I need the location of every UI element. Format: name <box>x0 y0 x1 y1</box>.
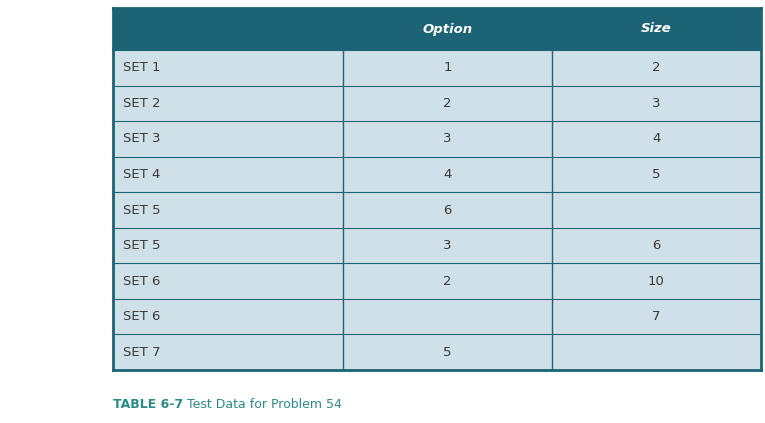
Bar <box>113 228 761 264</box>
Text: SET 1: SET 1 <box>123 61 161 74</box>
Text: 7: 7 <box>652 310 661 323</box>
Text: SET 5: SET 5 <box>123 239 161 252</box>
Bar <box>113 192 761 228</box>
Text: SET 6: SET 6 <box>123 310 161 323</box>
Text: 6: 6 <box>652 239 660 252</box>
Text: 5: 5 <box>443 346 451 359</box>
Text: Test Data for Problem 54: Test Data for Problem 54 <box>175 398 342 411</box>
Text: SET 6: SET 6 <box>123 275 161 288</box>
Text: SET 5: SET 5 <box>123 203 161 217</box>
Text: SET 7: SET 7 <box>123 346 161 359</box>
Text: 10: 10 <box>648 275 665 288</box>
Text: 2: 2 <box>652 61 661 74</box>
Text: SET 4: SET 4 <box>123 168 161 181</box>
Text: 2: 2 <box>443 97 451 110</box>
Text: 4: 4 <box>652 132 660 146</box>
Bar <box>113 85 761 121</box>
Bar <box>113 264 761 299</box>
Text: Option: Option <box>422 22 473 36</box>
Text: 2: 2 <box>443 275 451 288</box>
Text: 3: 3 <box>443 239 451 252</box>
Text: TABLE 6-7: TABLE 6-7 <box>113 398 183 411</box>
Text: 6: 6 <box>443 203 451 217</box>
Text: 1: 1 <box>443 61 451 74</box>
Text: 4: 4 <box>443 168 451 181</box>
Bar <box>113 335 761 370</box>
Text: 3: 3 <box>652 97 661 110</box>
Text: SET 2: SET 2 <box>123 97 161 110</box>
Text: 5: 5 <box>652 168 661 181</box>
Text: SET 3: SET 3 <box>123 132 161 146</box>
Bar <box>113 157 761 192</box>
Bar <box>113 299 761 335</box>
Bar <box>113 50 761 85</box>
Bar <box>113 8 761 50</box>
Text: Size: Size <box>641 22 672 36</box>
Text: 3: 3 <box>443 132 451 146</box>
Bar <box>113 121 761 157</box>
